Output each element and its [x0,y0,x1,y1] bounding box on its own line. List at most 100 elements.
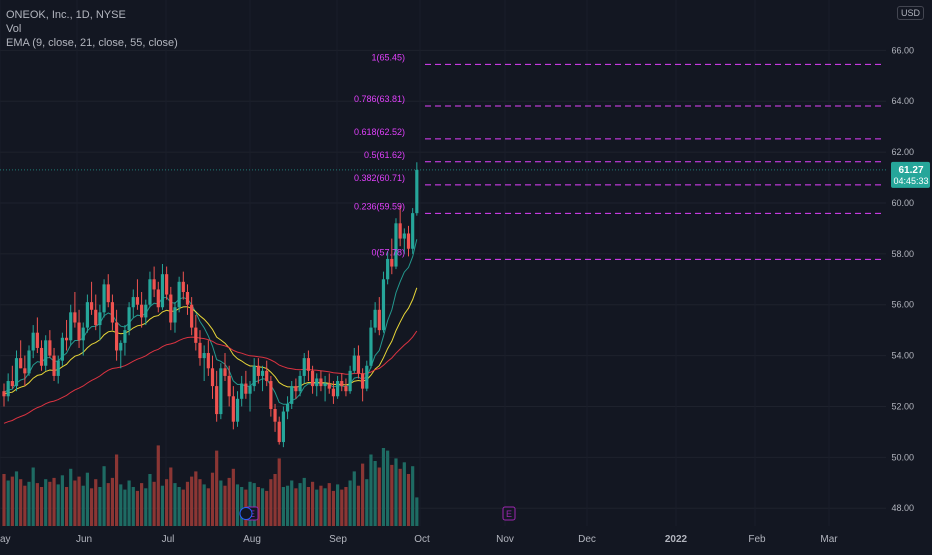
candle-body [60,337,64,361]
candle-body [361,373,365,389]
volume-bar [10,476,14,526]
y-tick-label: 52.00 [891,401,914,411]
volume-bar [252,483,256,526]
candle-body [19,358,23,369]
volume-bar [173,483,177,526]
candle-body [135,297,140,305]
volume-bar [340,489,344,526]
volume-bar [2,474,6,526]
candle-body [273,408,277,422]
x-tick-label: Mar [820,534,838,545]
volume-bar [256,487,260,526]
candle-body [165,274,169,295]
candle-body [89,302,94,310]
fib-level-label: 0.5(61.62) [364,150,405,160]
candle-body [344,386,348,392]
y-tick-label: 50.00 [891,452,914,462]
candle-body [190,304,194,328]
volume-bar [381,448,386,526]
volume-bar [110,477,115,526]
volume-bar [215,450,219,526]
candle-body [386,258,390,280]
volume-bar [331,490,336,526]
volume-bar [406,474,411,526]
volume-bar [206,488,210,526]
currency-button[interactable]: USD [896,6,924,20]
symbol-title[interactable]: ONEOK, Inc., 1D, NYSE [6,9,126,21]
candle-body [348,370,352,392]
candle-body [52,355,56,376]
candle-body [315,378,319,387]
candle-body [44,340,48,366]
current-price-badge [891,161,930,188]
candle-body [290,386,294,404]
volume-bar [177,487,181,526]
candle-body [402,233,406,239]
volume-bar [210,472,215,526]
candle-body [123,330,127,343]
candle-body [240,383,244,399]
candle-body [248,386,252,394]
volume-indicator-label[interactable]: Vol [6,23,22,35]
candle-body [331,388,336,397]
volume-bar [298,483,302,526]
candle-body [298,375,302,392]
candle-body [269,381,273,409]
candle-body [127,307,131,331]
candle-body [265,370,269,382]
ema-indicator-label[interactable]: EMA (9, close, 21, close, 55, close) [6,37,178,49]
volume-bar [135,490,140,526]
candle-body [56,360,60,376]
candle-body [140,304,144,318]
candle-body [373,309,377,328]
y-tick-label: 64.00 [891,96,914,106]
volume-bar [402,462,406,526]
y-tick-label: 66.00 [891,45,914,55]
candle-body [110,302,115,323]
earnings-marker[interactable] [502,506,516,521]
volume-bar [156,445,160,526]
candle-body [102,284,106,313]
candle-body [85,302,89,328]
volume-bar [94,479,98,526]
candle-body [27,350,31,374]
candle-body [106,284,110,303]
volume-bar [319,485,323,526]
candle-body [77,322,81,341]
volume-bar [306,487,311,526]
volume-bar [315,489,319,526]
x-tick-label: Nov [496,534,514,545]
volume-bar [336,484,340,526]
candle-body [277,421,281,443]
volume-bar [165,479,169,526]
volume-bar [60,475,64,526]
candle-body [398,223,402,239]
fib-level-label: 0.618(62.52) [354,127,405,137]
current-price-value: 61.27 [898,165,923,176]
volume-bar [198,479,202,526]
candle-body [231,396,235,422]
volume-bar [81,485,85,526]
candle-body [352,355,356,371]
volume-bar [56,484,60,526]
candle-body [144,304,148,318]
x-tick-label: Sep [329,534,347,545]
volume-bar [398,468,402,526]
chart-legend: ONEOK, Inc., 1D, NYSE Vol EMA (9, close,… [6,8,178,50]
volume-bar [310,481,315,526]
candle-body [377,309,381,331]
candle-body [256,365,260,376]
y-tick-label: 62.00 [891,147,914,157]
volume-bar [194,471,198,526]
x-tick-label: Dec [578,534,596,545]
volume-bar [377,467,381,526]
volume-bar [169,467,173,526]
candle-body [260,370,265,376]
candle-body [219,368,223,415]
volume-bar [223,485,227,526]
volume-bar [240,487,244,526]
fib-level-label: 0(57.78) [371,247,405,257]
volume-bar [48,481,52,526]
